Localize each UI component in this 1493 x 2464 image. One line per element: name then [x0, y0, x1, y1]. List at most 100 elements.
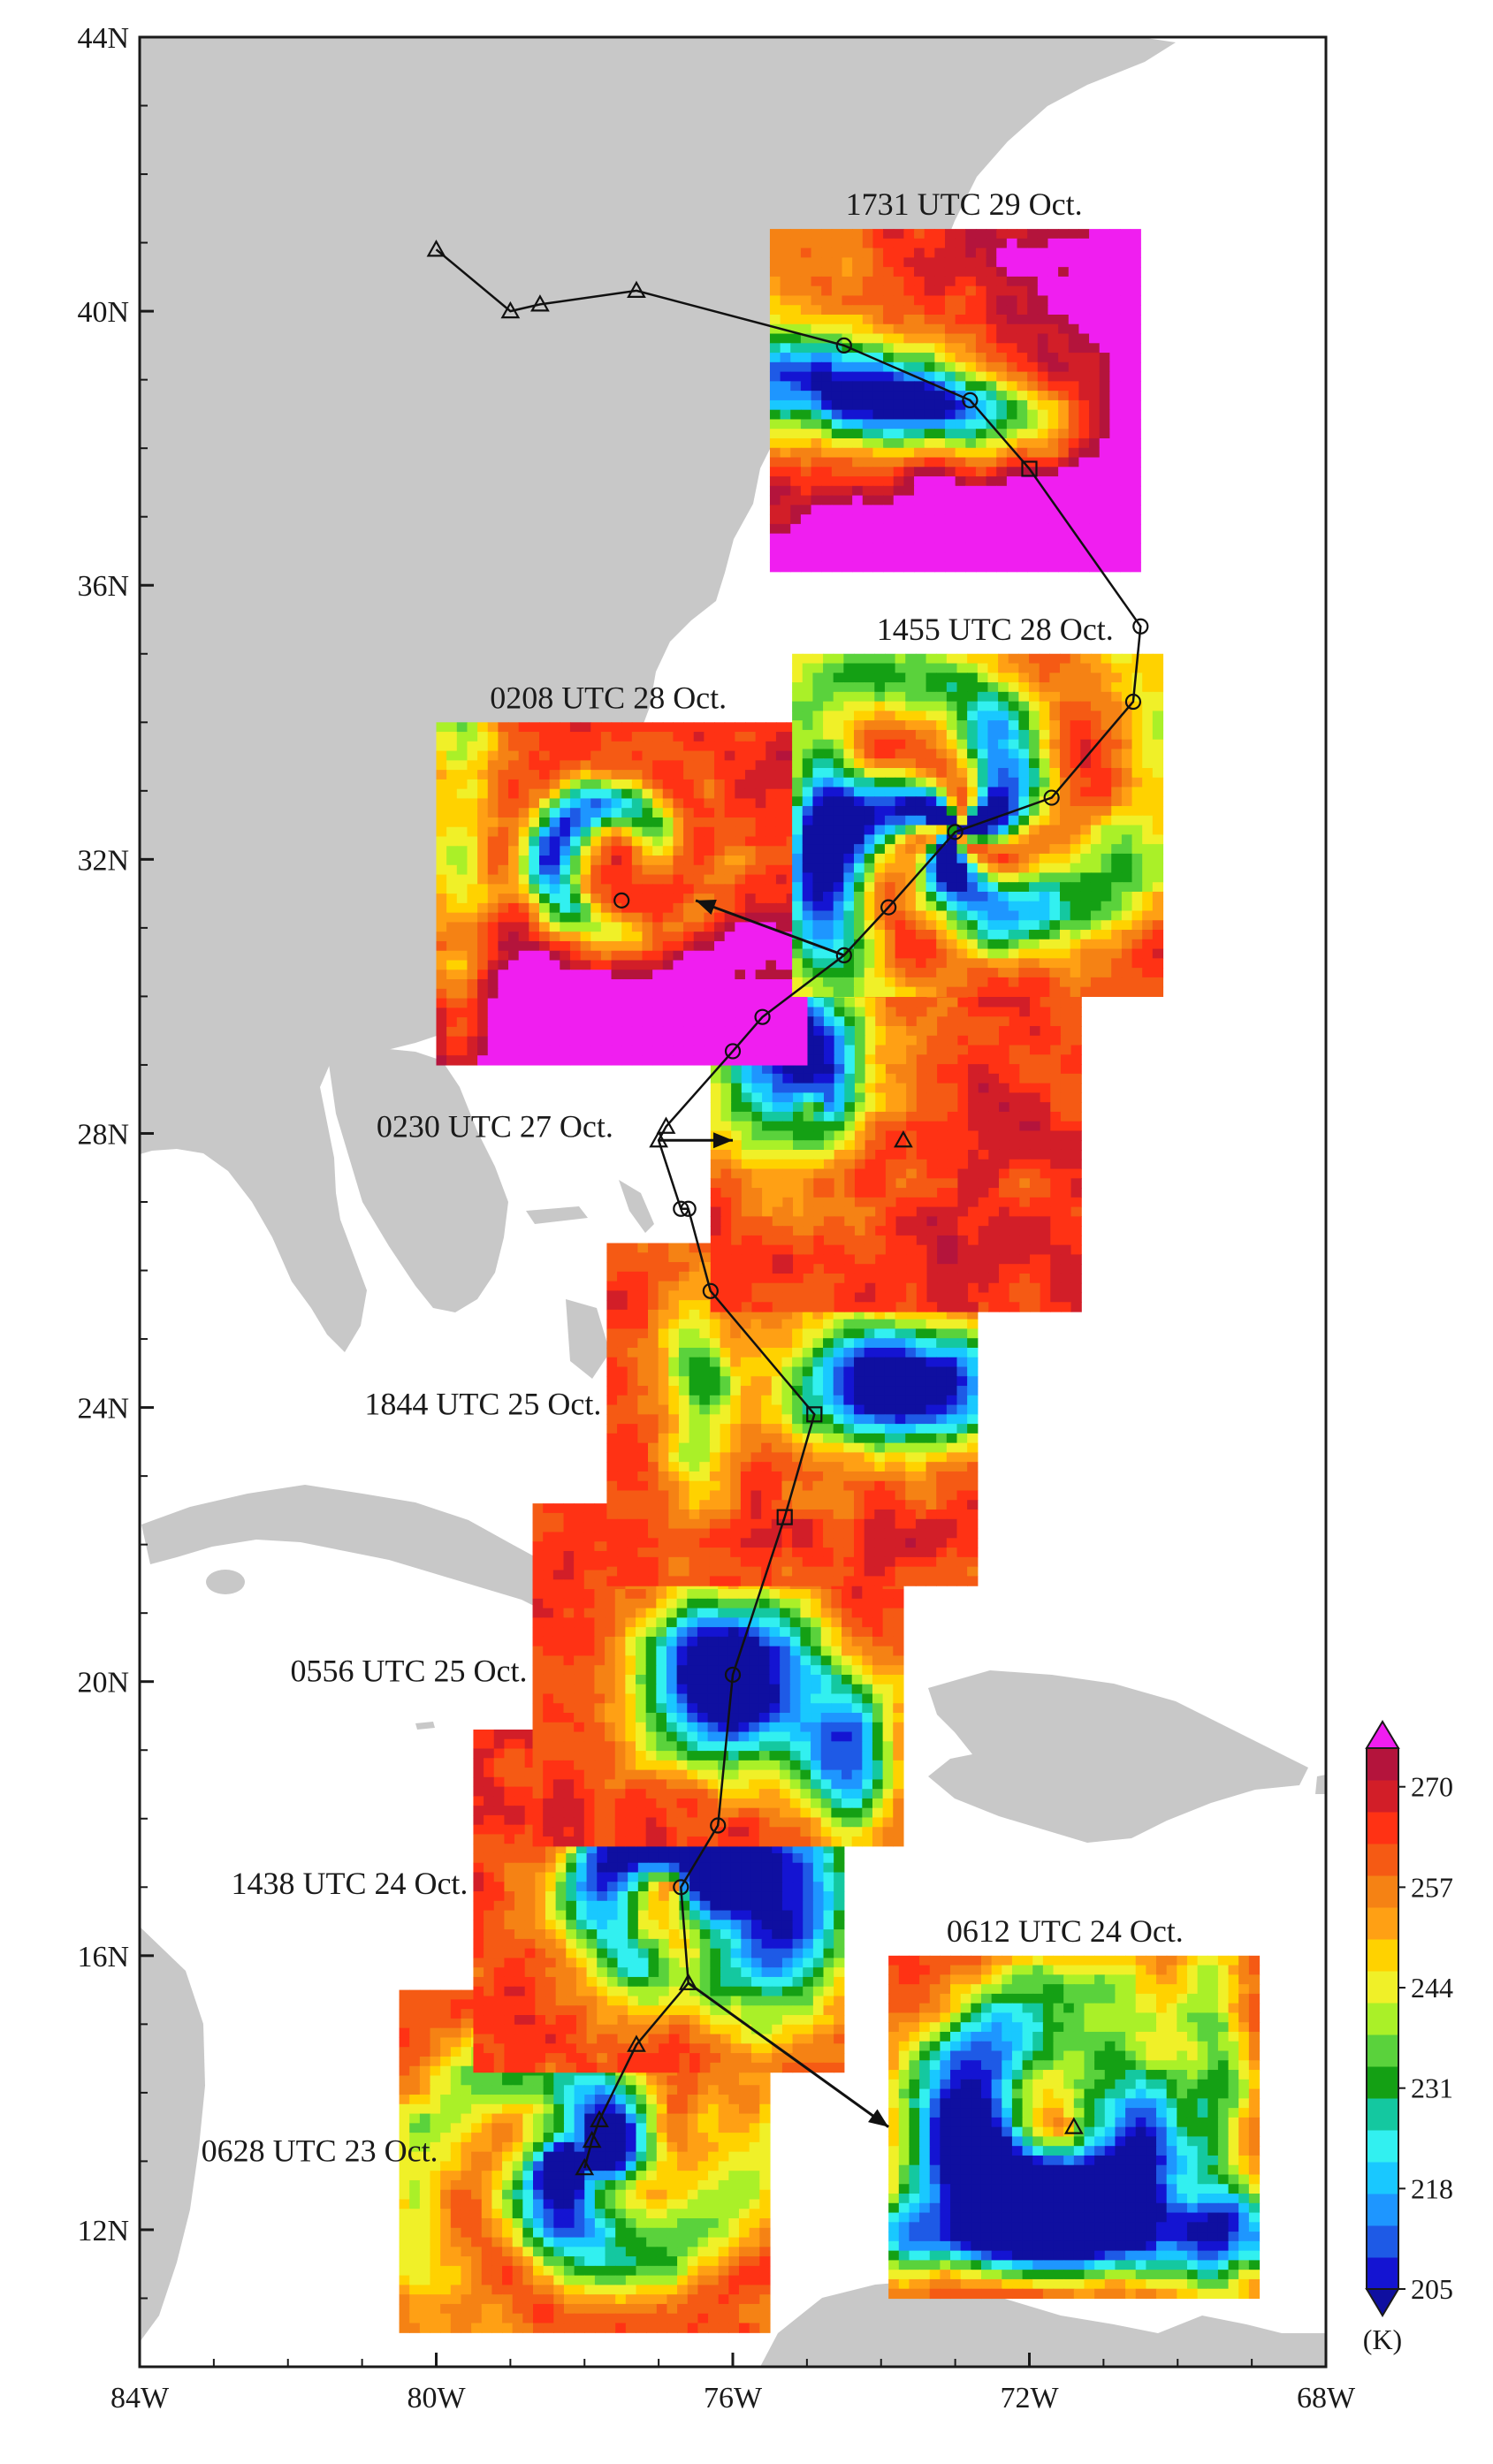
- brightness-cell: [491, 2256, 503, 2267]
- brightness-cell: [789, 1598, 802, 1609]
- brightness-cell: [484, 2005, 495, 2016]
- brightness-cell: [874, 1376, 886, 1387]
- brightness-cell: [522, 2095, 534, 2105]
- brightness-cell: [543, 2237, 554, 2247]
- brightness-cell: [710, 1872, 721, 1882]
- brightness-cell: [668, 1281, 680, 1291]
- brightness-cell: [543, 1713, 554, 1723]
- brightness-cell: [648, 1510, 659, 1520]
- brightness-cell: [812, 1328, 824, 1339]
- brightness-cell: [882, 1693, 894, 1704]
- brightness-cell: [842, 1760, 853, 1771]
- brightness-cell: [594, 1798, 606, 1809]
- brightness-cell: [730, 1910, 742, 1920]
- brightness-cell: [637, 1404, 649, 1415]
- brightness-cell: [803, 1996, 814, 2006]
- brightness-cell: [800, 1741, 811, 1752]
- brightness-cell: [637, 1500, 649, 1510]
- brightness-cell: [769, 1798, 781, 1809]
- brightness-cell: [543, 2227, 554, 2239]
- brightness-cell: [727, 1655, 740, 1666]
- brightness-cell: [697, 1703, 709, 1714]
- brightness-cell: [545, 1996, 557, 2006]
- brightness-cell: [450, 2199, 462, 2209]
- brightness-cell: [563, 1674, 575, 1685]
- brightness-cell: [707, 1589, 719, 1600]
- brightness-cell: [409, 2303, 421, 2315]
- brightness-cell: [718, 1674, 729, 1685]
- brightness-cell: [709, 1433, 721, 1444]
- brightness-cell: [491, 2303, 503, 2315]
- brightness-cell: [502, 2313, 514, 2324]
- brightness-cell: [491, 2247, 503, 2257]
- brightness-cell: [419, 1999, 431, 2010]
- brightness-cell: [956, 1347, 968, 1358]
- brightness-cell: [615, 2123, 627, 2133]
- brightness-cell: [614, 1722, 626, 1733]
- brightness-cell: [730, 1395, 742, 1406]
- brightness-cell: [676, 1674, 688, 1685]
- brightness-cell: [473, 1776, 484, 1788]
- brightness-cell: [708, 2199, 720, 2209]
- brightness-cell: [842, 1655, 853, 1666]
- brightness-cell: [493, 1748, 505, 1759]
- brightness-cell: [614, 1636, 626, 1647]
- brightness-cell: [738, 1731, 750, 1742]
- brightness-cell: [802, 1442, 813, 1454]
- brightness-cell: [864, 1376, 875, 1387]
- brightness-cell: [811, 1617, 822, 1628]
- brightness-cell: [430, 2037, 441, 2048]
- brightness-cell: [574, 1646, 585, 1657]
- brightness-cell: [553, 2151, 565, 2163]
- brightness-cell: [720, 1986, 732, 1997]
- brightness-cell: [617, 2043, 628, 2054]
- brightness-cell: [399, 2018, 410, 2029]
- brightness-cell: [617, 1510, 628, 1520]
- brightness-cell: [710, 1938, 721, 1950]
- brightness-cell: [627, 1424, 638, 1434]
- brightness-cell: [689, 1490, 700, 1501]
- brightness-cell: [905, 1510, 917, 1520]
- brightness-cell: [563, 1598, 575, 1609]
- brightness-cell: [750, 1882, 763, 1892]
- brightness-cell: [440, 2294, 452, 2305]
- brightness-cell: [440, 2075, 452, 2086]
- brightness-cell: [522, 2113, 534, 2124]
- brightness-cell: [758, 1789, 771, 1799]
- brightness-cell: [543, 2256, 554, 2267]
- brightness-cell: [761, 2062, 773, 2073]
- brightness-cell: [636, 2123, 647, 2133]
- brightness-cell: [862, 1646, 873, 1657]
- brightness-cell: [586, 1976, 598, 1988]
- brightness-cell: [563, 1627, 575, 1638]
- brightness-cell: [699, 1518, 711, 1530]
- brightness-cell: [514, 1929, 526, 1940]
- brightness-cell: [514, 2034, 526, 2044]
- brightness-cell: [780, 1817, 791, 1828]
- brightness-cell: [481, 2199, 493, 2209]
- brightness-cell: [514, 1806, 526, 1816]
- brightness-cell: [555, 1852, 567, 1864]
- brightness-cell: [484, 2062, 495, 2073]
- brightness-cell: [473, 1862, 484, 1874]
- brightness-cell: [471, 2095, 483, 2105]
- brightness-cell: [676, 1608, 688, 1618]
- brightness-cell: [709, 1338, 721, 1349]
- brightness-cell: [833, 1319, 844, 1330]
- brightness-cell: [594, 2247, 606, 2257]
- brightness-cell: [605, 1760, 616, 1771]
- brightness-cell: [761, 1319, 773, 1330]
- brightness-cell: [926, 1404, 937, 1415]
- brightness-cell: [473, 1814, 484, 1826]
- brightness-cell: [772, 1882, 783, 1892]
- brightness-cell: [851, 1798, 863, 1809]
- brightness-cell: [699, 2062, 711, 2073]
- brightness-cell: [689, 1404, 700, 1415]
- brightness-cell: [493, 2043, 505, 2054]
- brightness-cell: [749, 1817, 760, 1828]
- brightness-cell: [874, 1319, 886, 1330]
- brightness-cell: [574, 2123, 585, 2133]
- brightness-cell: [741, 2034, 752, 2044]
- brightness-cell: [761, 1986, 773, 1997]
- brightness-cell: [727, 1779, 740, 1790]
